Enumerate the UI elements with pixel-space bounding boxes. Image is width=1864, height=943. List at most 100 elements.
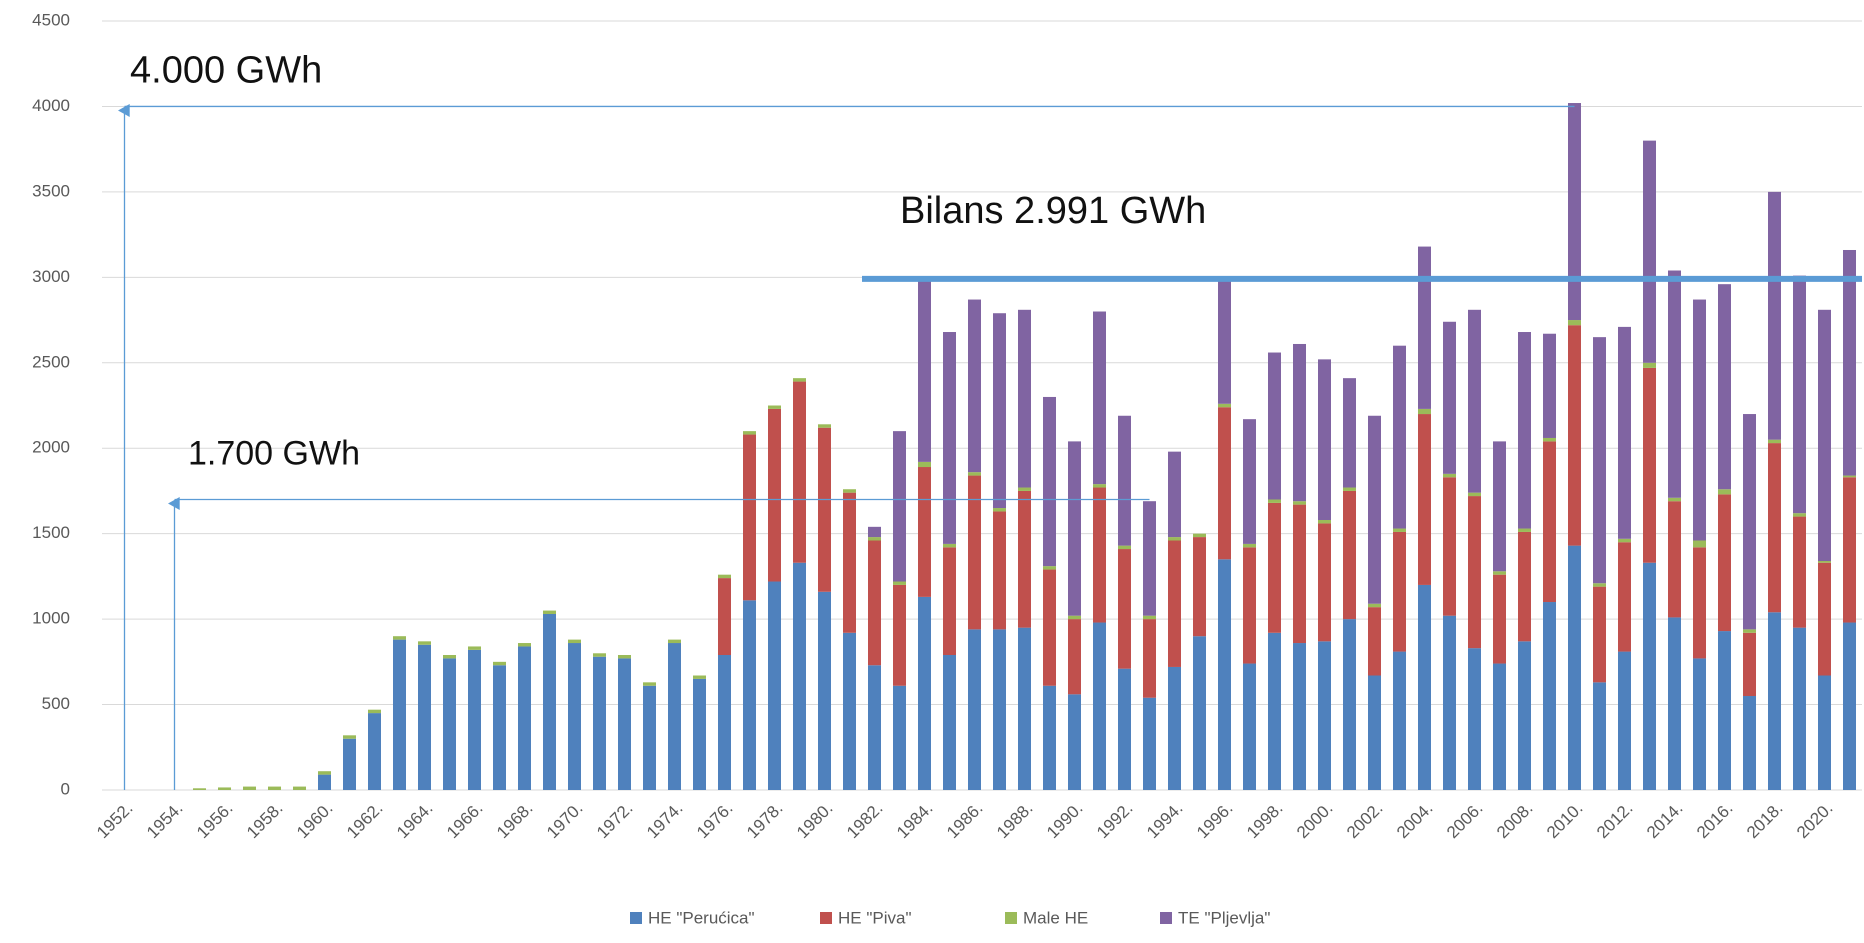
x-tick-label: 2020. bbox=[1793, 799, 1837, 843]
bar-segment bbox=[293, 786, 306, 790]
bar-segment bbox=[943, 332, 956, 544]
x-tick-label: 1974. bbox=[643, 799, 687, 843]
x-tick-label: 1970. bbox=[543, 799, 587, 843]
y-tick-label: 4000 bbox=[32, 96, 70, 115]
bar-segment bbox=[418, 644, 431, 790]
annotation-label: Bilans 2.991 GWh bbox=[900, 190, 1206, 232]
bar-segment bbox=[1118, 545, 1131, 550]
bar-segment bbox=[818, 424, 831, 428]
x-tick-label: 1990. bbox=[1043, 799, 1087, 843]
bar-segment bbox=[893, 581, 906, 585]
bar-segment bbox=[993, 313, 1006, 509]
bar-segment bbox=[893, 584, 906, 686]
bar-segment bbox=[543, 613, 556, 790]
x-tick-label: 2002. bbox=[1343, 799, 1387, 843]
bar-segment bbox=[468, 649, 481, 790]
bar-segment bbox=[1493, 574, 1506, 664]
bar-segment bbox=[1243, 419, 1256, 544]
bar-segment bbox=[1318, 519, 1331, 524]
bar-segment bbox=[1718, 284, 1731, 490]
bar-segment bbox=[1618, 651, 1631, 790]
bar-segment bbox=[968, 472, 981, 476]
bar-segment bbox=[1843, 249, 1856, 476]
bar-segment bbox=[468, 646, 481, 650]
bar-segment bbox=[743, 600, 756, 790]
bar-segment bbox=[1143, 619, 1156, 698]
bar-segment bbox=[1543, 437, 1556, 442]
legend-swatch bbox=[1160, 912, 1172, 924]
legend-label: TE "Pljevlja" bbox=[1178, 908, 1270, 927]
bar-segment bbox=[1568, 325, 1581, 546]
bar-segment bbox=[868, 526, 881, 538]
bar-segment bbox=[618, 658, 631, 790]
bar-segment bbox=[693, 675, 706, 679]
x-tick-label: 1954. bbox=[143, 799, 187, 843]
bar-segment bbox=[843, 632, 856, 790]
bar-segment bbox=[1843, 477, 1856, 623]
bar-segment bbox=[1268, 352, 1281, 500]
bar-segment bbox=[1818, 562, 1831, 676]
bar-segment bbox=[1093, 484, 1106, 488]
bar-segment bbox=[1318, 641, 1331, 790]
legend-label: HE "Piva" bbox=[838, 908, 911, 927]
bar-segment bbox=[1568, 545, 1581, 790]
bar-segment bbox=[1468, 648, 1481, 790]
bar-segment bbox=[1168, 540, 1181, 667]
x-tick-label: 2000. bbox=[1293, 799, 1337, 843]
x-tick-label: 2018. bbox=[1743, 799, 1787, 843]
x-tick-label: 1996. bbox=[1193, 799, 1237, 843]
bar-segment bbox=[543, 610, 556, 614]
bar-segment bbox=[1368, 675, 1381, 790]
x-tick-label: 1978. bbox=[743, 799, 787, 843]
bar-segment bbox=[1293, 501, 1306, 505]
bar-segment bbox=[993, 508, 1006, 512]
bar-segment bbox=[1743, 632, 1756, 697]
bar-segment bbox=[1493, 663, 1506, 790]
bar-segment bbox=[1068, 615, 1081, 620]
y-tick-label: 500 bbox=[42, 694, 70, 713]
y-tick-label: 1000 bbox=[32, 609, 70, 628]
bar-segment bbox=[868, 540, 881, 666]
bar-segment bbox=[1843, 622, 1856, 790]
bar-segment bbox=[643, 682, 656, 686]
bar-segment bbox=[768, 405, 781, 409]
bar-segment bbox=[1668, 617, 1681, 790]
y-tick-label: 2000 bbox=[32, 438, 70, 457]
x-tick-label: 1988. bbox=[993, 799, 1037, 843]
x-tick-label: 1960. bbox=[293, 799, 337, 843]
bar-segment bbox=[843, 492, 856, 633]
bar-segment bbox=[1618, 542, 1631, 652]
bar-segment bbox=[343, 735, 356, 739]
bar-segment bbox=[1093, 487, 1106, 623]
bar-segment bbox=[1618, 326, 1631, 539]
y-tick-label: 0 bbox=[61, 779, 70, 798]
bar-segment bbox=[718, 654, 731, 790]
bar-segment bbox=[993, 511, 1006, 630]
bar-segment bbox=[793, 562, 806, 790]
bar-segment bbox=[968, 299, 981, 473]
bar-segment bbox=[768, 581, 781, 790]
legend-swatch bbox=[1005, 912, 1017, 924]
bar-segment bbox=[593, 653, 606, 657]
bar-segment bbox=[843, 489, 856, 493]
bar-segment bbox=[218, 787, 231, 790]
x-tick-label: 2012. bbox=[1593, 799, 1637, 843]
bar-segment bbox=[1068, 619, 1081, 695]
bar-segment bbox=[1518, 641, 1531, 790]
annotation-label: 1.700 GWh bbox=[188, 434, 360, 472]
bar-segment bbox=[493, 661, 506, 666]
bar-segment bbox=[1468, 492, 1481, 497]
bar-segment bbox=[718, 578, 731, 655]
legend-swatch bbox=[630, 912, 642, 924]
x-tick-label: 1976. bbox=[693, 799, 737, 843]
bar-segment bbox=[1443, 473, 1456, 478]
x-tick-label: 2014. bbox=[1643, 799, 1687, 843]
bar-segment bbox=[1143, 615, 1156, 620]
bar-segment bbox=[443, 658, 456, 790]
y-tick-label: 1500 bbox=[32, 523, 70, 542]
bar-segment bbox=[943, 654, 956, 790]
bar-segment bbox=[1543, 602, 1556, 790]
bar-segment bbox=[1343, 487, 1356, 491]
bar-segment bbox=[1568, 320, 1581, 326]
